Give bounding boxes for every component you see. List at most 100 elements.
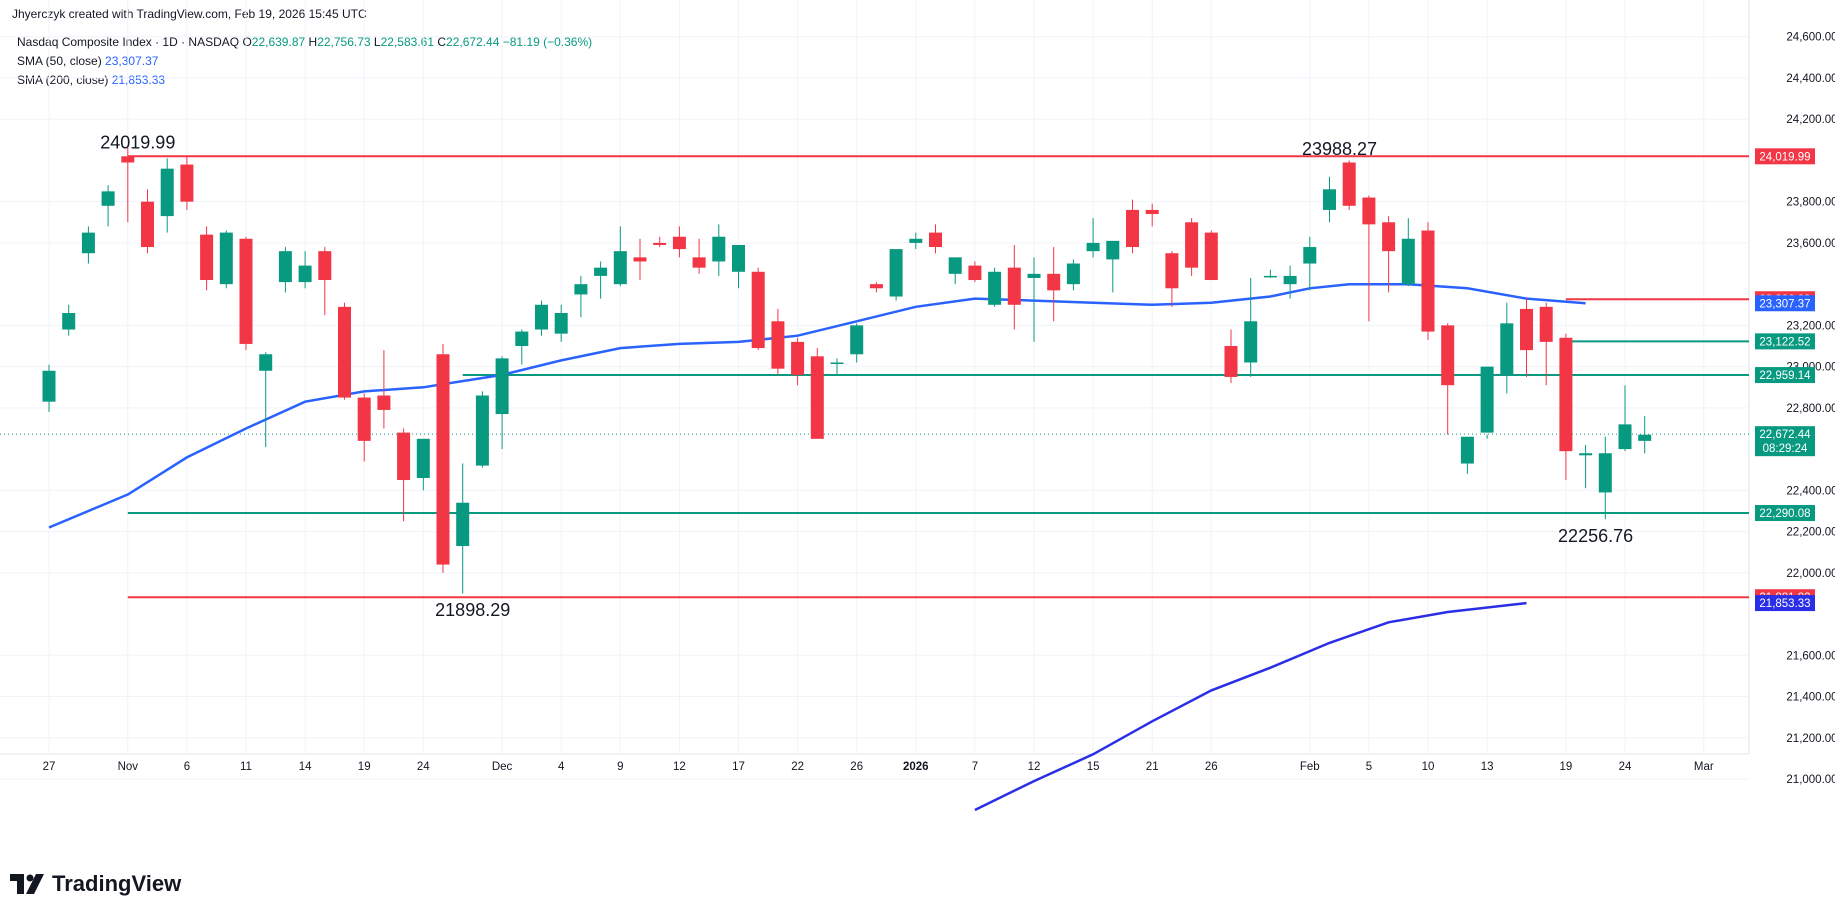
sma200-label: SMA (200, close) [17,73,109,87]
candle-body [968,265,982,281]
time-axis[interactable]: 27 Nov 6 11 14 19 24 Dec 4 9 12 17 22 26 2026 7 12 15 21 26… [43,761,1714,773]
y-tick-label: 24,200.00 [1786,114,1835,126]
candle-body [456,502,470,547]
candle-body [535,304,548,330]
candle-body [1165,253,1179,289]
y-tick-label: 24,400.00 [1786,73,1835,85]
candle-body [1106,240,1120,260]
candle-body [672,236,686,250]
candle-body [1185,222,1199,268]
level-badge [1755,333,1815,350]
price-annotation: 22256.76 [1558,526,1633,546]
price-badge-label: 22,672.44 [1759,429,1811,441]
candle-body [1480,366,1494,433]
y-tick-label: 23,200.00 [1786,320,1835,332]
candle-body [200,234,214,281]
horizontal-levels [0,155,1749,599]
candle-body [1323,189,1336,210]
candle-body [495,358,509,415]
candle-body [594,267,608,276]
candle-body [1500,323,1514,375]
candle-body [101,191,115,206]
candle-body [62,313,76,330]
level-badge [1755,148,1815,165]
candle-body [1618,424,1632,450]
sma200-value: 21,853.33 [111,73,166,87]
candle-body [810,356,824,439]
x-tick-label: Dec [492,761,513,773]
low-label: L [373,35,381,49]
y-tick-label: 22,400.00 [1786,485,1835,497]
candle-body [751,271,765,349]
x-tick-label: 15 [1087,761,1100,773]
y-tick-label: 23,800.00 [1786,197,1835,209]
candle-body [318,251,332,281]
candle-body [574,284,588,295]
price-annotation: 21898.29 [435,600,510,620]
candle-body [869,284,883,289]
candle-body [791,341,805,375]
x-tick-label: 17 [732,761,745,773]
level-badge [1755,367,1815,384]
candle-body [121,156,135,163]
candle-body [278,251,292,283]
legend-sma200-row[interactable]: SMA (200, close) 21,853.33 [17,71,592,90]
x-tick-label: 14 [299,761,312,773]
price-chart[interactable]: 24019.99 23988.27 21898.29 22256.76 21,000.… [0,0,1835,860]
tradingview-footer[interactable]: TradingView [10,871,181,897]
candle-body [909,238,923,243]
legend-ohlc-row[interactable]: Nasdaq Composite Index · 1D · NASDAQ O22… [17,33,592,52]
level-badge-label: 22,959.14 [1759,370,1811,382]
price-axis[interactable]: 21,000.00 21,200.00 21,400.00 21,600.00 22,0… [1786,32,1835,786]
x-tick-label: 21 [1146,761,1159,773]
candlesticks [42,148,1652,594]
candle-body [259,354,273,371]
y-tick-label: 21,200.00 [1786,733,1835,745]
y-tick-label: 23,600.00 [1786,238,1835,250]
candle-body [988,271,1002,305]
legend-sma50-row[interactable]: SMA (50, close) 23,307.37 [17,52,592,71]
price-annotations: 24019.99 23988.27 21898.29 22256.76 [100,132,1633,619]
candle-body [1047,273,1061,291]
candle-body [1559,337,1573,452]
candle-body [948,257,962,274]
candle-body [712,236,726,262]
tradingview-logo-icon [10,874,46,894]
candle-body [1126,209,1139,248]
price-badge [1755,595,1815,612]
y-tick-label: 21,400.00 [1786,692,1835,704]
change-value: −81.19 (−0.36%) [502,35,593,49]
x-tick-label: 2026 [903,761,929,773]
candle-body [1421,230,1435,332]
level-badge-label: 22,290.08 [1759,508,1810,520]
price-badge-label: 23,307.37 [1759,298,1810,310]
candle-body [160,168,174,217]
candle-body [1007,267,1021,305]
candle-body [1342,162,1356,206]
x-tick-label: 7 [972,761,978,773]
x-tick-label: 9 [617,761,623,773]
x-tick-label: 6 [184,761,190,773]
candle-body [830,362,844,365]
sma50-value: 23,307.37 [105,54,159,68]
candle-body [1579,453,1593,456]
candle-body [613,251,627,285]
candle-body [239,238,253,344]
price-badges: 24,019.9921,881.8222,290.0822,959.1423,1… [1755,148,1815,612]
x-tick-label: 26 [850,761,863,773]
candle-body [692,257,706,268]
moving-averages [48,282,1586,812]
candle-body [554,313,568,334]
y-tick-label: 22,200.00 [1786,527,1835,539]
candle-body [850,325,864,355]
candle-body [1520,308,1533,351]
level-badge-label: 24,019.99 [1759,151,1810,163]
x-tick-label: 13 [1481,761,1494,773]
candle-body [1638,434,1652,441]
candle-body [298,265,312,283]
candle-body [732,244,745,272]
candle-body [416,438,430,478]
candle-body [1303,247,1317,264]
x-tick-label: 4 [558,761,565,773]
candle-body [633,257,647,262]
